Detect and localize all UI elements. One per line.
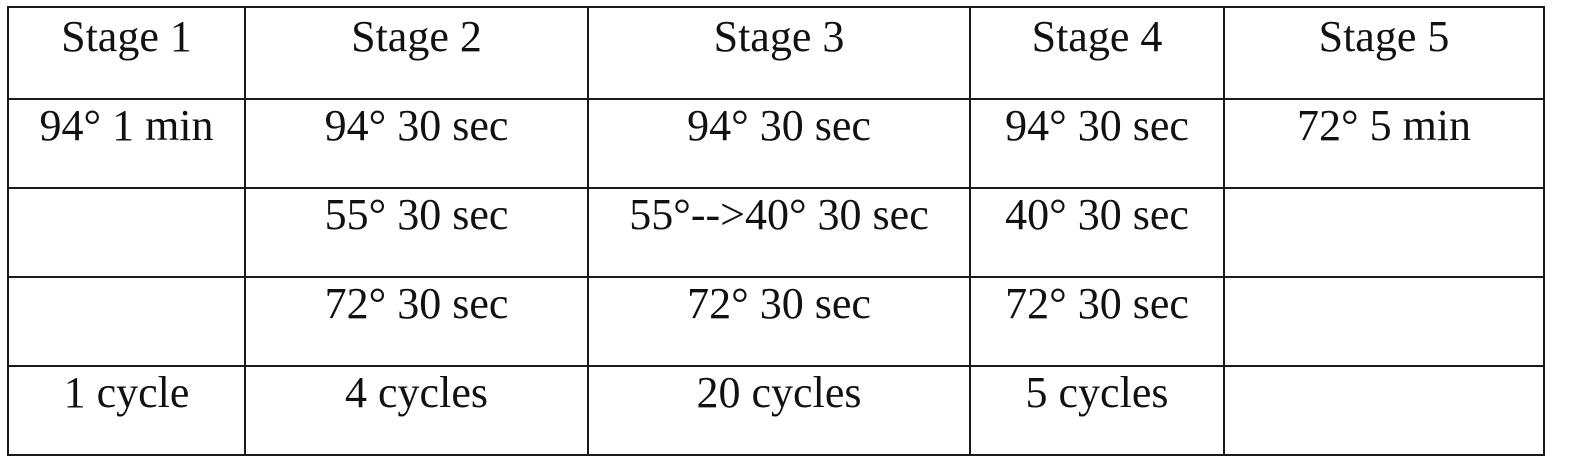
table-cell: 40° 30 sec xyxy=(969,187,1225,278)
header-cell: Stage 4 xyxy=(969,6,1225,100)
table-row: 94° 1 min 94° 30 sec 94° 30 sec 94° 30 s… xyxy=(7,98,1545,189)
table-cell: 55° 30 sec xyxy=(244,187,589,278)
table-cell xyxy=(7,187,246,278)
table-cell: 94° 30 sec xyxy=(244,98,589,189)
table-cell: 55°-->40° 30 sec xyxy=(587,187,971,278)
table-cell: 94° 30 sec xyxy=(969,98,1225,189)
header-stage-3: Stage 3 xyxy=(713,12,845,61)
table-cell: 72° 30 sec xyxy=(587,276,971,367)
cell-text: 72° 30 sec xyxy=(1005,278,1189,328)
cell-text: 55° 30 sec xyxy=(324,189,509,239)
table-cell: 20 cycles xyxy=(587,365,971,456)
cell-text: 72° 30 sec xyxy=(687,278,871,328)
table-cell: 72° 30 sec xyxy=(244,276,589,367)
table-cell xyxy=(1223,187,1545,278)
cell-text: 4 cycles xyxy=(345,367,488,417)
cell-text: 94° 30 sec xyxy=(324,100,509,150)
table-cell: 72° 30 sec xyxy=(969,276,1225,367)
table-cell: 1 cycle xyxy=(7,365,246,456)
table-wrapper: Stage 1 Stage 2 Stage 3 Stage 4 Stage 5 … xyxy=(7,6,1545,456)
header-cell: Stage 3 xyxy=(587,6,971,100)
table-cell xyxy=(1223,276,1545,367)
pcr-stage-table: Stage 1 Stage 2 Stage 3 Stage 4 Stage 5 … xyxy=(7,6,1545,456)
header-cell: Stage 1 xyxy=(7,6,246,100)
cell-text: 94° 30 sec xyxy=(1005,100,1189,150)
cell-text: 40° 30 sec xyxy=(1005,189,1189,239)
header-cell: Stage 5 xyxy=(1223,6,1545,100)
cell-text: 55°-->40° 30 sec xyxy=(629,189,929,239)
table-cell: 4 cycles xyxy=(244,365,589,456)
header-cell: Stage 2 xyxy=(244,6,589,100)
header-stage-5: Stage 5 xyxy=(1318,12,1450,61)
table-row: 1 cycle 4 cycles 20 cycles 5 cycles xyxy=(7,365,1545,456)
cell-text: 72° 30 sec xyxy=(324,278,509,328)
table-row: 55° 30 sec 55°-->40° 30 sec 40° 30 sec xyxy=(7,187,1545,278)
table-cell: 72° 5 min xyxy=(1223,98,1545,189)
table-cell: 94° 30 sec xyxy=(587,98,971,189)
table-cell: 94° 1 min xyxy=(7,98,246,189)
table-cell: 5 cycles xyxy=(969,365,1225,456)
cell-text: 20 cycles xyxy=(696,367,862,417)
cell-text: 5 cycles xyxy=(1025,367,1169,417)
header-stage-4: Stage 4 xyxy=(1031,12,1163,61)
table-header-row: Stage 1 Stage 2 Stage 3 Stage 4 Stage 5 xyxy=(7,6,1545,100)
cell-text: 94° 1 min xyxy=(39,100,214,150)
cell-text: 94° 30 sec xyxy=(687,100,871,150)
table-cell xyxy=(7,276,246,367)
header-stage-1: Stage 1 xyxy=(61,12,192,61)
cell-text: 72° 5 min xyxy=(1296,100,1472,150)
table-cell xyxy=(1223,365,1545,456)
cell-text: 1 cycle xyxy=(63,367,190,417)
table-row: 72° 30 sec 72° 30 sec 72° 30 sec xyxy=(7,276,1545,367)
header-stage-2: Stage 2 xyxy=(351,12,482,61)
